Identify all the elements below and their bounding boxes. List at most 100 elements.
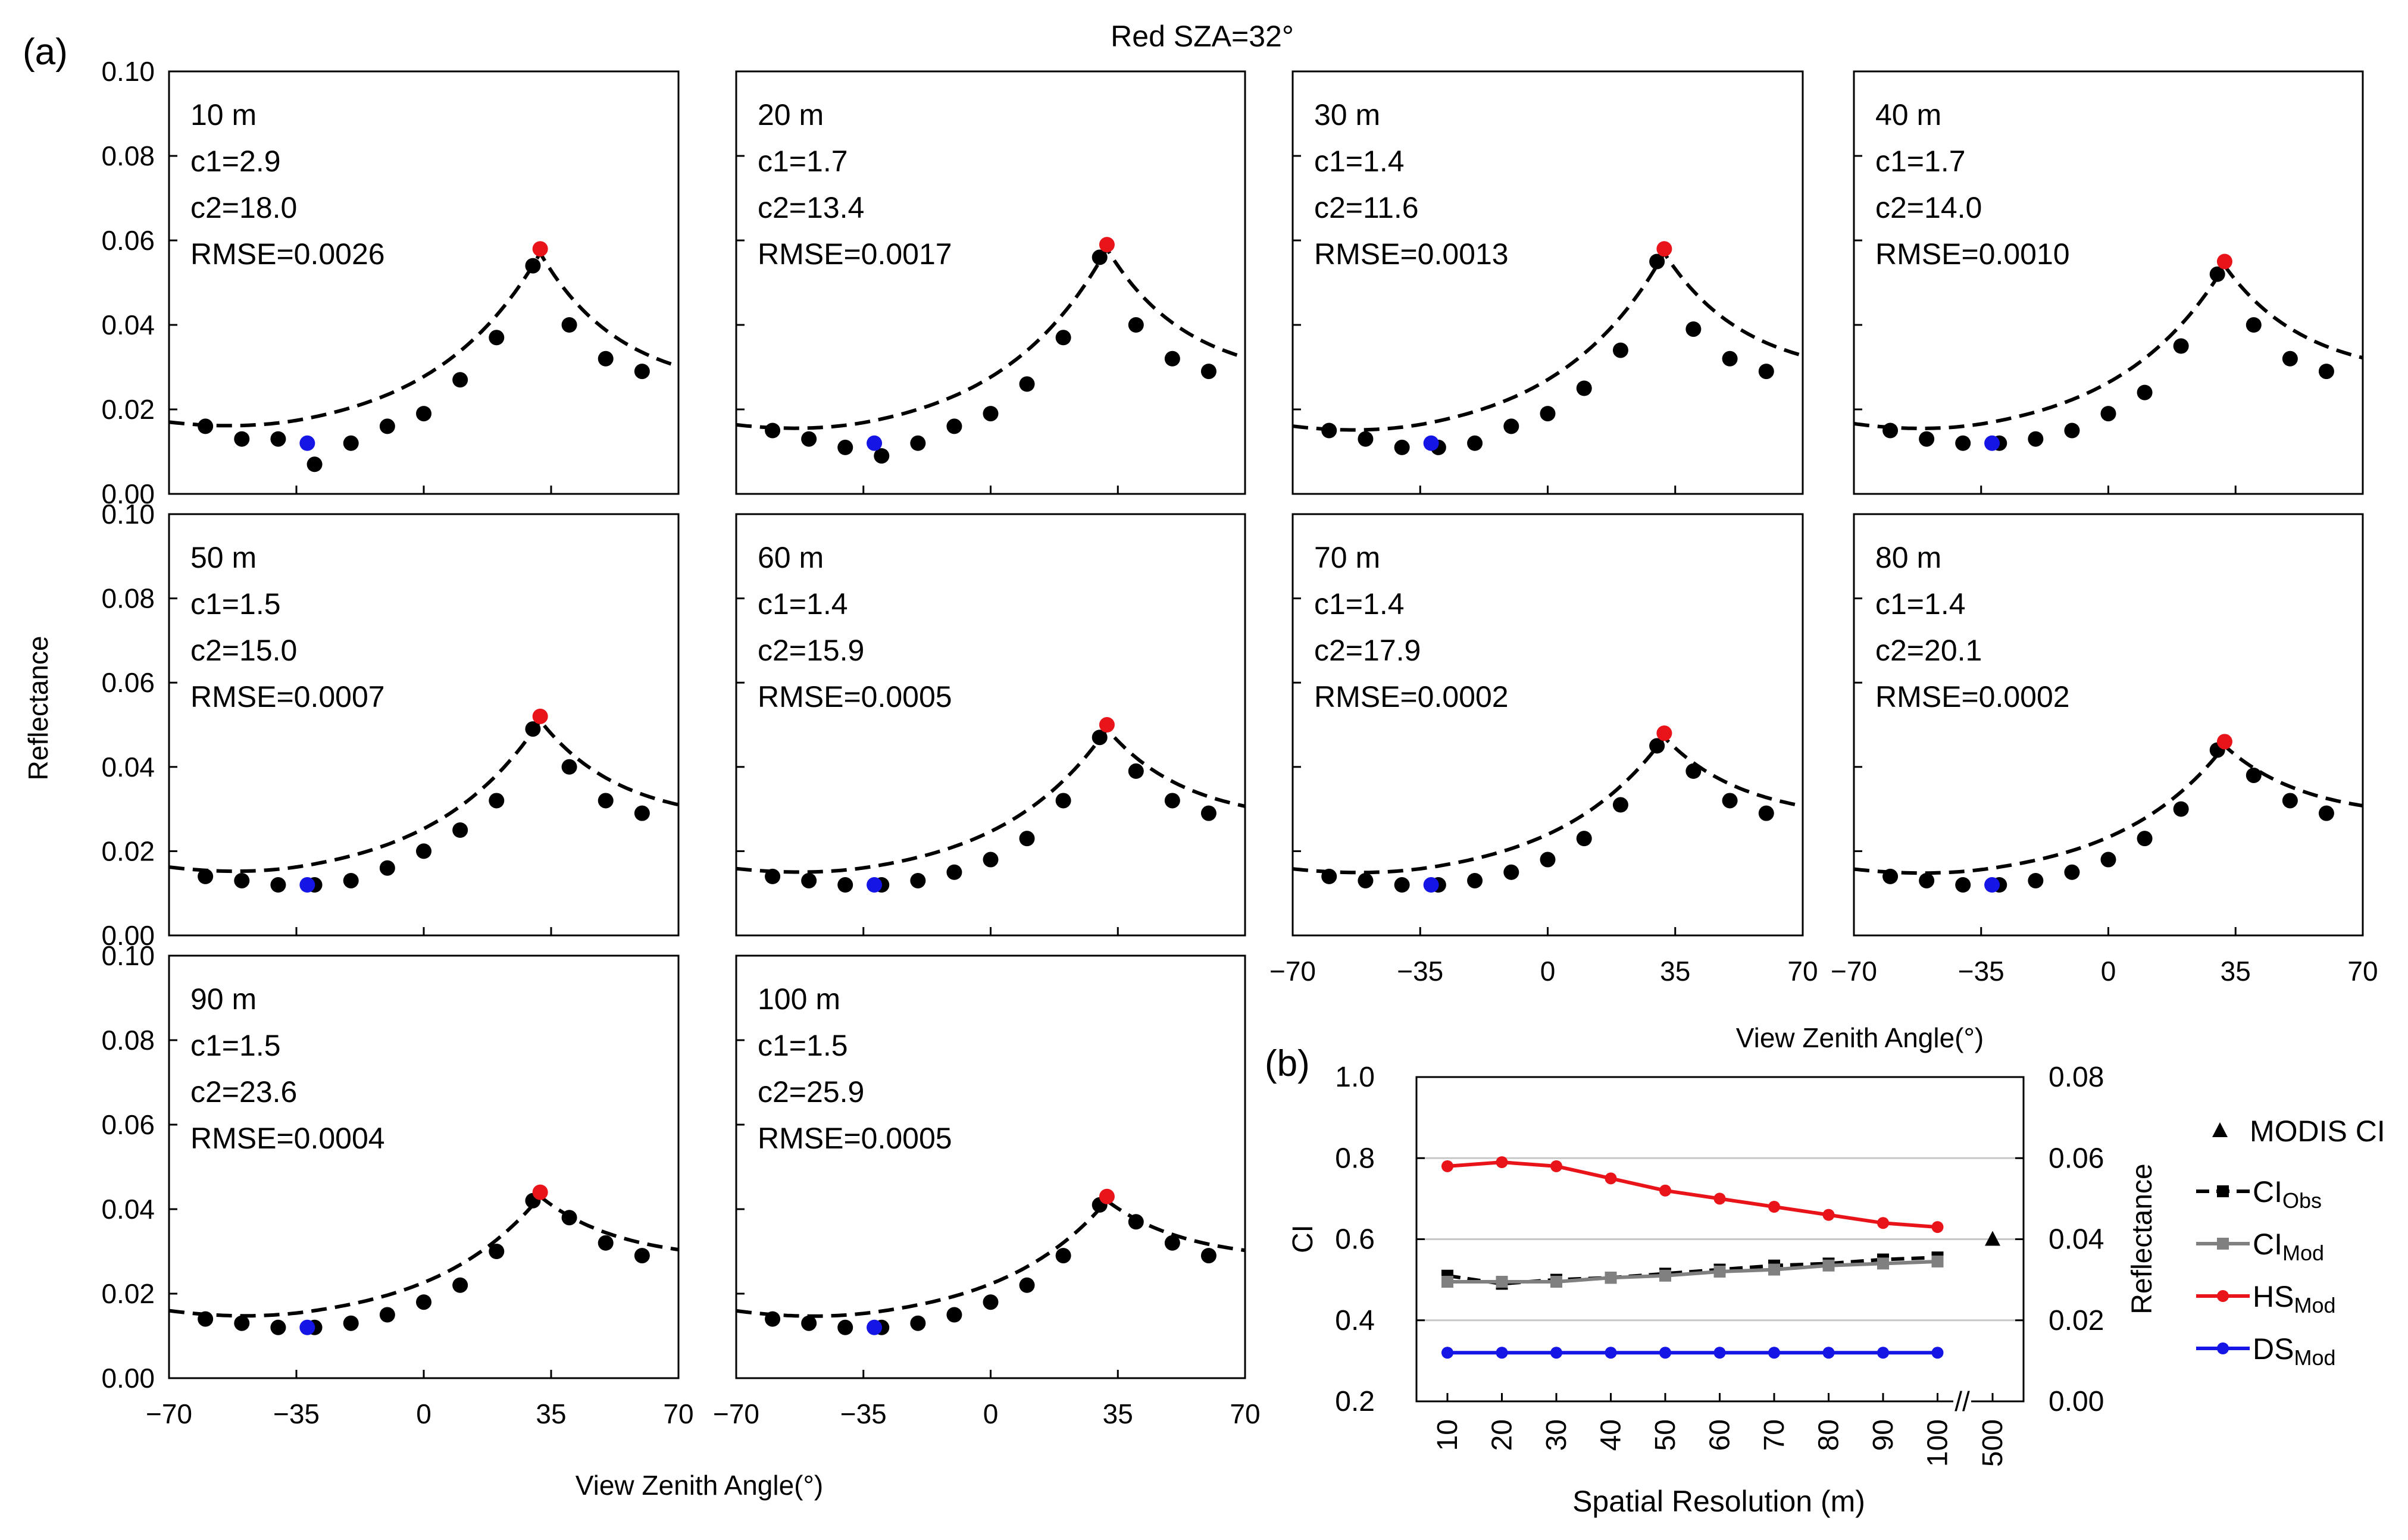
darkspot-point — [1984, 877, 2000, 893]
y-tick-label: 0.00 — [101, 478, 155, 509]
panel-frame — [735, 70, 1246, 495]
observed-point — [946, 864, 962, 880]
darkspot-point — [299, 1319, 315, 1335]
panel-b-xlabel: Spatial Resolution (m) — [1572, 1485, 1865, 1518]
observed-point — [452, 822, 468, 838]
observed-point — [452, 372, 468, 388]
left-y-tick-label: 0.2 — [1335, 1386, 1375, 1417]
observed-point — [1882, 422, 1899, 439]
resolution-label: 40 m — [1875, 98, 1941, 132]
resolution-label: 80 m — [1875, 541, 1941, 574]
fit-curve — [736, 726, 1245, 874]
observed-point — [1503, 418, 1519, 434]
c1-label: c1=1.4 — [1875, 587, 1966, 621]
resolution-label: 100 m — [758, 982, 840, 1016]
x-tick-label: 70 — [1759, 1419, 1790, 1451]
series-marker — [1605, 1272, 1617, 1284]
observed-point — [2282, 350, 2298, 367]
observed-point — [801, 872, 817, 888]
observed-point — [2100, 406, 2116, 422]
observed-point — [1882, 868, 1899, 884]
y-tick-label: 0.04 — [101, 752, 155, 782]
observed-point — [2028, 872, 2044, 888]
series-marker — [1441, 1276, 1453, 1288]
observed-point — [1092, 730, 1108, 746]
observed-point — [598, 1235, 614, 1251]
darkspot-point — [1984, 435, 2000, 451]
series-marker — [1931, 1255, 1944, 1267]
resolution-label: 50 m — [190, 541, 257, 574]
c1-label: c1=1.5 — [758, 1029, 848, 1062]
legend-label-subscript: Mod — [2282, 1241, 2324, 1265]
x-tick-label: −35 — [1958, 956, 2004, 987]
observed-point — [1955, 877, 1971, 893]
x-tick-label: 30 — [1541, 1419, 1572, 1451]
legend-label-main: HS — [2253, 1280, 2294, 1313]
x-tick-label: −35 — [273, 1398, 320, 1429]
observed-point — [2028, 431, 2044, 447]
fit-curve — [169, 717, 678, 874]
legend-label-main: CI — [2253, 1175, 2282, 1209]
observed-point — [2100, 852, 2116, 868]
observed-point — [1019, 376, 1035, 392]
observed-point — [1128, 317, 1144, 333]
observed-point — [1055, 793, 1071, 809]
panel-a-xlabel-right: View Zenith Angle(°) — [1736, 1022, 1984, 1053]
c1-label: c1=2.9 — [190, 145, 281, 178]
c2-label: c2=17.9 — [1314, 634, 1421, 667]
y-tick-label: 0.02 — [101, 835, 155, 866]
observed-point — [1394, 877, 1410, 893]
x-tick-label: 70 — [1230, 1398, 1260, 1429]
x-tick-label: −70 — [1269, 956, 1316, 987]
y-tick-label: 0.10 — [101, 940, 155, 971]
observed-point — [489, 793, 505, 809]
y-tick-label: 0.00 — [101, 920, 155, 951]
observed-point — [1758, 805, 1774, 821]
observed-point — [2173, 338, 2189, 354]
fit-curve — [736, 1198, 1245, 1318]
observed-point — [561, 759, 577, 775]
legend-label: CIMod — [2253, 1228, 2324, 1265]
panel-b-chart: 0.2 0.4 0.6 0.8 1.0 0.00 0.02 0.04 0.06 0.08 CI Ref… — [1287, 1062, 2385, 1518]
panel-a-ylabel: Reflectance — [23, 636, 54, 781]
observed-point — [343, 1315, 359, 1331]
observed-point — [2064, 422, 2080, 439]
series-marker — [1441, 1160, 1453, 1172]
reflectance-panel-6: 60 m c1=1.4 c2=15.9 RMSE=0.0005 — [735, 513, 1246, 937]
legend-marker — [2217, 1185, 2229, 1197]
x-tick-label: 50 — [1650, 1419, 1681, 1451]
series-marker — [1659, 1184, 1671, 1197]
resolution-label: 70 m — [1314, 541, 1380, 574]
observed-point — [2137, 384, 2153, 400]
axis-break-gap — [1953, 1394, 1971, 1408]
x-tick-label: 10 — [1432, 1419, 1463, 1451]
series-marker — [1877, 1257, 1889, 1270]
observed-point — [416, 1294, 431, 1310]
x-tick-label: 0 — [2101, 956, 2116, 987]
rmse-label: RMSE=0.0002 — [1314, 680, 1509, 713]
x-tick-label: 80 — [1813, 1419, 1845, 1451]
y-tick-label: 0.06 — [101, 225, 155, 256]
c1-label: c1=1.7 — [758, 145, 848, 178]
left-y-tick-label: 0.6 — [1335, 1224, 1375, 1256]
right-y-tick-label: 0.04 — [2049, 1224, 2104, 1256]
rmse-label: RMSE=0.0026 — [190, 237, 385, 271]
darkspot-point — [299, 877, 315, 893]
panel-a-xlabel-bottom: View Zenith Angle(°) — [576, 1470, 823, 1501]
observed-point — [1055, 330, 1071, 346]
right-y-tick-label: 0.06 — [2049, 1143, 2104, 1174]
panel-frame — [168, 70, 680, 495]
observed-point — [561, 1210, 577, 1226]
observed-point — [1540, 406, 1556, 422]
series-marker — [1713, 1347, 1726, 1359]
observed-point — [270, 1319, 286, 1335]
observed-point — [1200, 805, 1216, 821]
series-marker — [1877, 1217, 1889, 1229]
c2-label: c2=18.0 — [190, 191, 297, 224]
rmse-label: RMSE=0.0010 — [1875, 237, 2070, 271]
panel-a-label: (a) — [23, 32, 68, 73]
legend-marker — [2217, 1290, 2229, 1302]
x-tick-label: −70 — [1831, 956, 1877, 987]
observed-point — [1358, 431, 1374, 447]
observed-point — [1321, 868, 1337, 884]
